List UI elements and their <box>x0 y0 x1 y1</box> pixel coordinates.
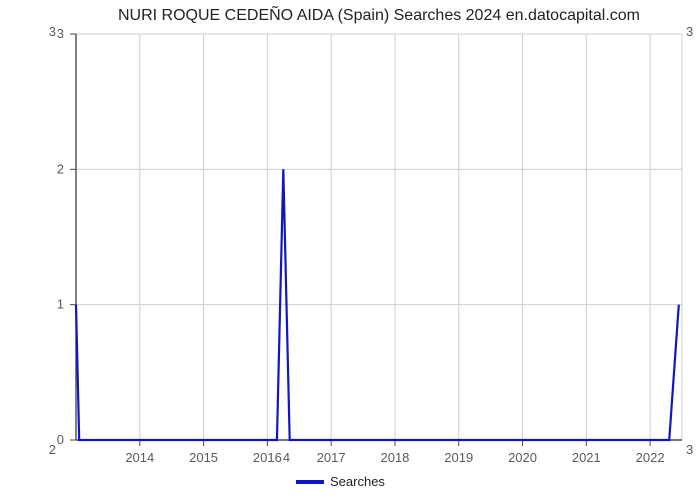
corner-bottom-left: 2 <box>49 442 56 457</box>
y-tick-label: 2 <box>57 161 64 176</box>
corner-top-left: 3 <box>49 24 56 39</box>
chart-svg: NURI ROQUE CEDEÑO AIDA (Spain) Searches … <box>0 0 700 500</box>
chart-container: { "chart": { "type": "line", "title": "N… <box>0 0 700 500</box>
corner-top-right: 3 <box>686 24 693 39</box>
x-tick-label: 2015 <box>189 450 218 465</box>
corner-bottom-right: 3 <box>686 442 693 457</box>
axes <box>76 34 682 440</box>
x-tick-label: 2018 <box>380 450 409 465</box>
y-tick-label: 0 <box>57 432 64 447</box>
corner-labels: 33234 <box>49 24 693 465</box>
x-tick-label: 2017 <box>317 450 346 465</box>
x-axis-ticks: 2014 2015 2016 2017 2018 2019 2020 2021 2022 <box>125 440 664 465</box>
y-axis-ticks: 0 1 2 3 <box>57 26 76 447</box>
gridlines <box>76 34 682 440</box>
legend-swatch <box>296 480 324 484</box>
x-tick-label: 2016 <box>253 450 282 465</box>
chart-title: NURI ROQUE CEDEÑO AIDA (Spain) Searches … <box>118 4 640 24</box>
corner-below-left: 4 <box>283 450 290 465</box>
x-tick-label: 2014 <box>125 450 154 465</box>
x-tick-label: 2022 <box>636 450 665 465</box>
x-tick-label: 2021 <box>572 450 601 465</box>
x-tick-label: 2020 <box>508 450 537 465</box>
legend-label: Searches <box>330 474 385 489</box>
y-tick-label: 1 <box>57 297 64 312</box>
x-tick-label: 2019 <box>444 450 473 465</box>
y-tick-label: 3 <box>57 26 64 41</box>
legend: Searches <box>296 474 385 489</box>
